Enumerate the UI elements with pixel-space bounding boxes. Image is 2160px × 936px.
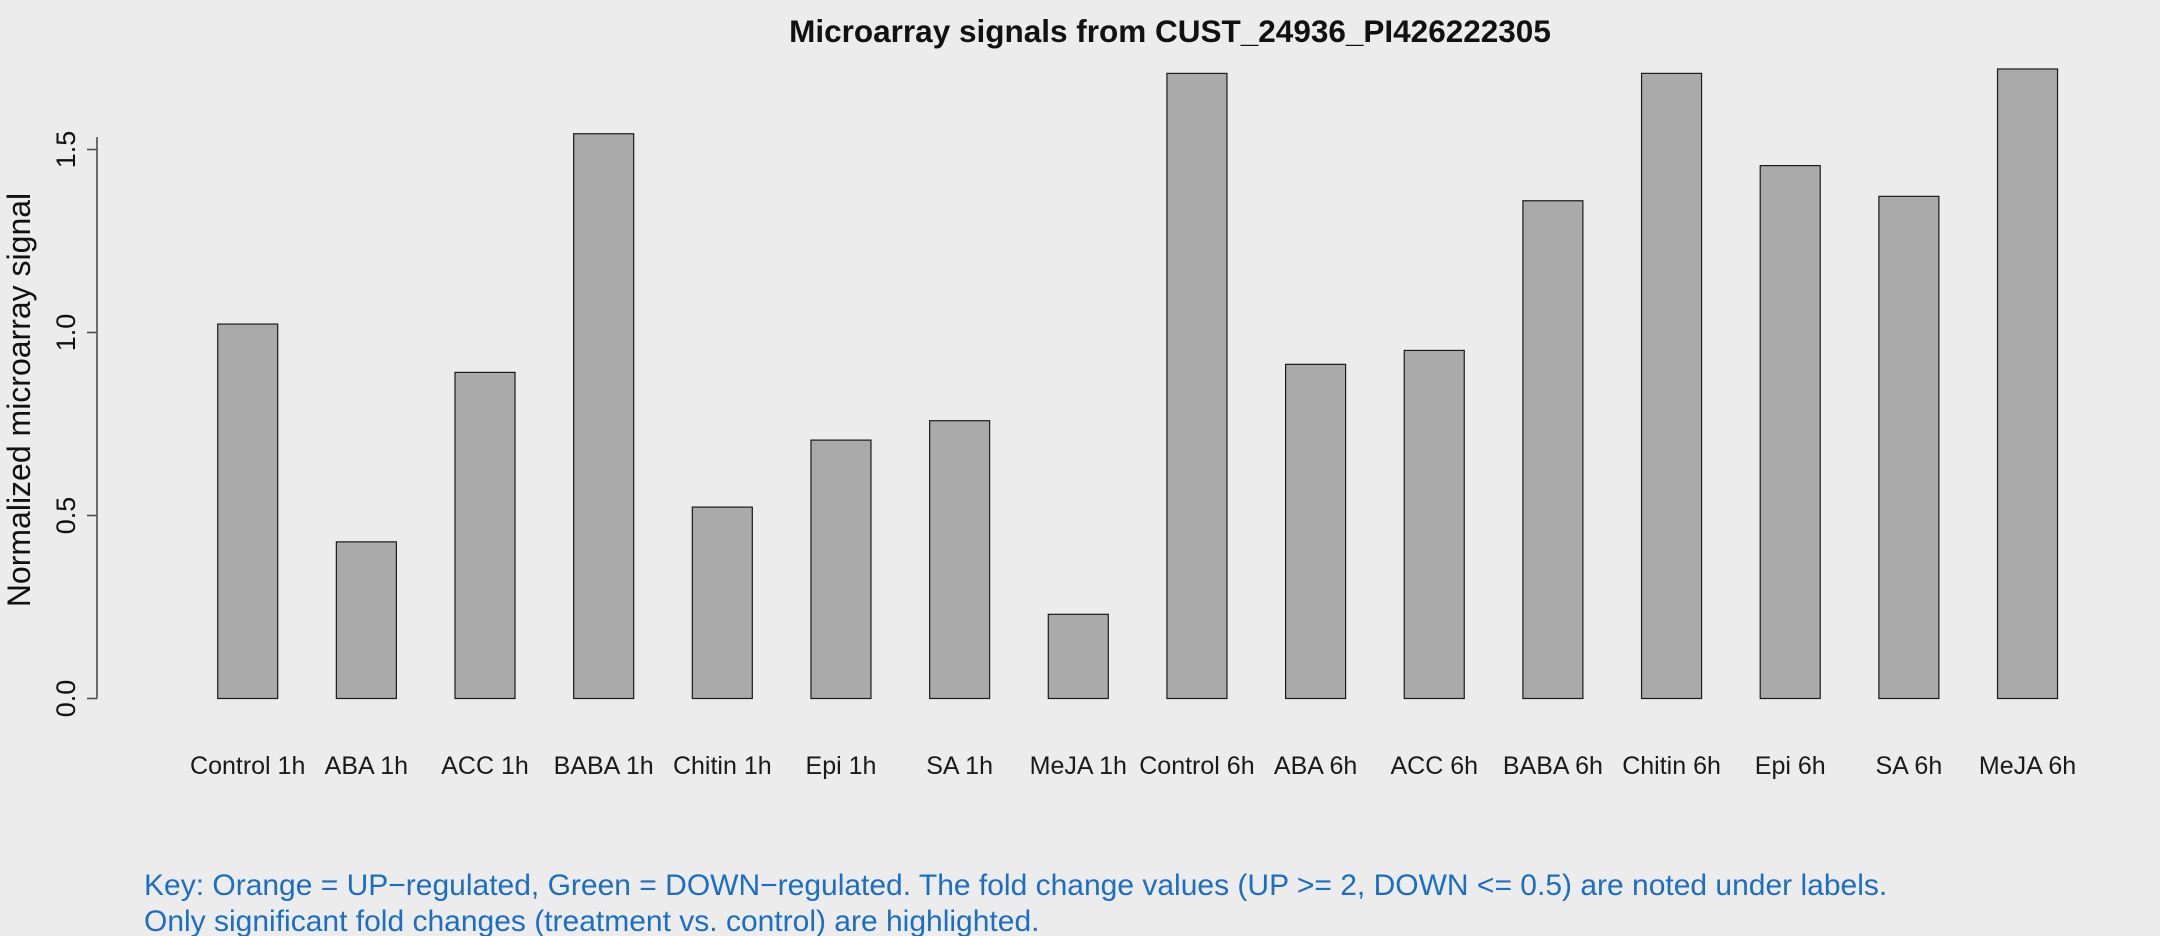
svg-text:Control 6h: Control 6h xyxy=(1139,752,1254,780)
svg-text:Epi 1h: Epi 1h xyxy=(806,752,877,780)
svg-text:0.5: 0.5 xyxy=(51,497,81,535)
svg-text:SA 1h: SA 1h xyxy=(926,752,993,780)
svg-text:Epi 6h: Epi 6h xyxy=(1755,752,1826,780)
svg-text:Key: Orange = UP−regulated, Gr: Key: Orange = UP−regulated, Green = DOWN… xyxy=(144,869,1887,902)
svg-text:Control 1h: Control 1h xyxy=(190,752,305,780)
svg-text:Normalized microarray signal: Normalized microarray signal xyxy=(1,193,37,607)
svg-text:ACC 6h: ACC 6h xyxy=(1390,752,1478,780)
svg-text:ACC 1h: ACC 1h xyxy=(441,752,529,780)
svg-text:Only significant fold changes: Only significant fold changes (treatment… xyxy=(144,905,1039,936)
svg-text:MeJA 6h: MeJA 6h xyxy=(1979,752,2076,780)
svg-text:SA 6h: SA 6h xyxy=(1876,752,1943,780)
svg-text:BABA 6h: BABA 6h xyxy=(1503,752,1603,780)
svg-text:0.0: 0.0 xyxy=(51,680,81,718)
svg-text:BABA 1h: BABA 1h xyxy=(554,752,654,780)
svg-text:ABA 6h: ABA 6h xyxy=(1274,752,1357,780)
svg-text:1.0: 1.0 xyxy=(51,314,81,352)
svg-text:Chitin 6h: Chitin 6h xyxy=(1622,752,1721,780)
svg-text:1.5: 1.5 xyxy=(51,131,81,169)
svg-text:Chitin 1h: Chitin 1h xyxy=(673,752,772,780)
svg-text:Microarray signals from CUST_2: Microarray signals from CUST_24936_PI426… xyxy=(789,13,1551,49)
svg-text:MeJA 1h: MeJA 1h xyxy=(1030,752,1127,780)
svg-text:ABA 1h: ABA 1h xyxy=(325,752,408,780)
